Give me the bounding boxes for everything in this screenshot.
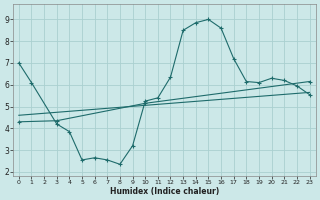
X-axis label: Humidex (Indice chaleur): Humidex (Indice chaleur) (109, 187, 219, 196)
